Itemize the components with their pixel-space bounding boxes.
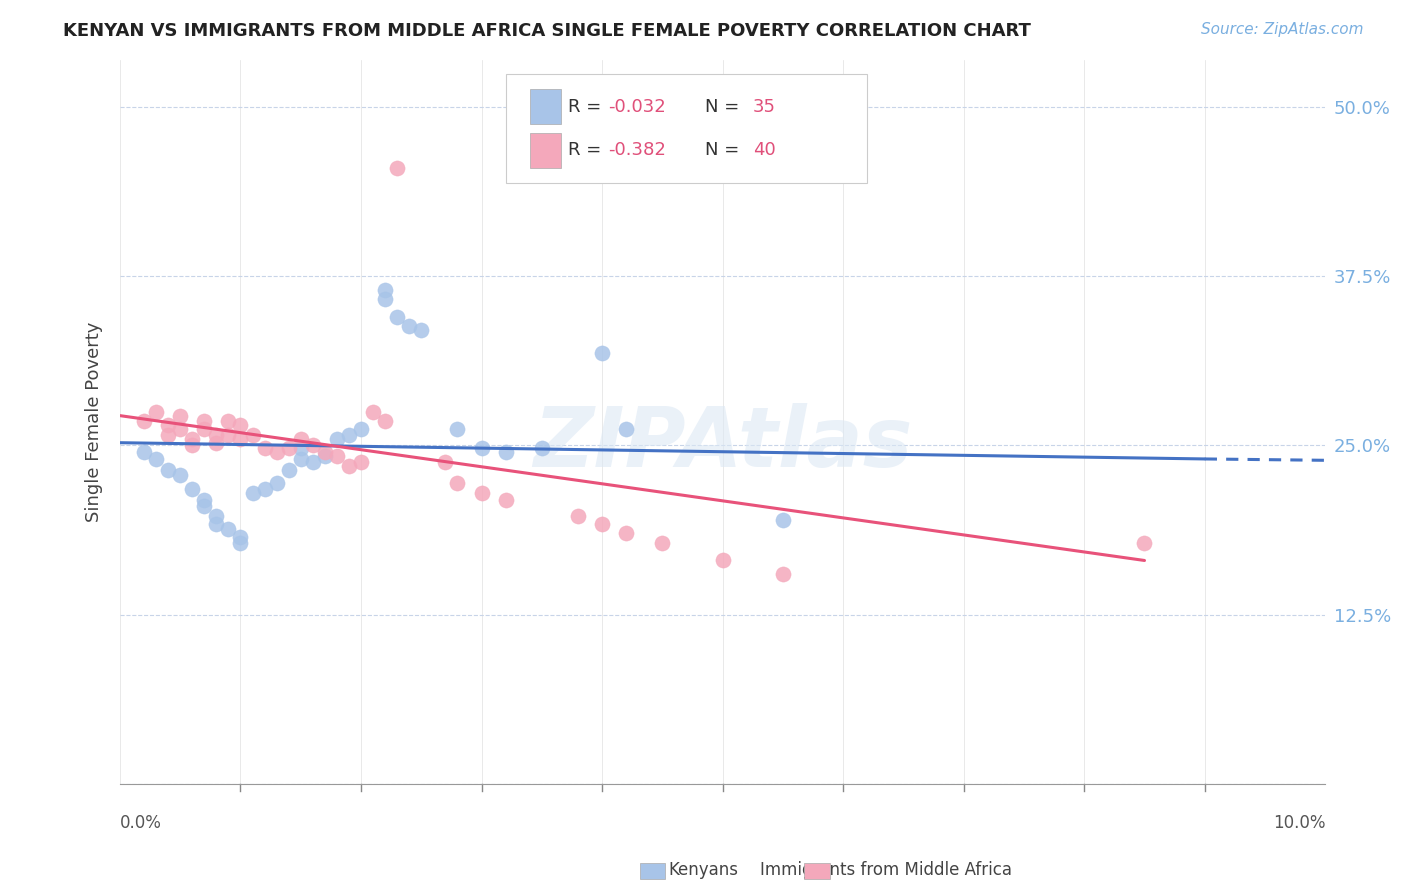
Point [471,441,494,455]
Point [217,427,239,442]
Point [157,418,180,433]
Point [169,468,191,483]
Point [290,452,312,467]
Point [385,161,408,175]
Point [337,427,360,442]
Point [301,455,323,469]
Point [398,319,420,334]
Point [205,508,228,523]
Point [374,414,396,428]
Point [132,445,155,459]
Point [614,422,637,436]
Point [229,432,252,446]
Text: 0.0%: 0.0% [120,814,162,832]
Point [374,283,396,297]
Point [314,445,336,459]
Text: Immigrants from Middle Africa: Immigrants from Middle Africa [759,861,1012,879]
Point [181,438,204,452]
Point [229,536,252,550]
Point [217,522,239,536]
Point [471,485,494,500]
Point [169,409,191,423]
Point [434,455,457,469]
Point [651,536,673,550]
Text: R =: R = [568,141,607,159]
Point [326,449,349,463]
Point [266,445,288,459]
Point [614,526,637,541]
Point [772,513,794,527]
Text: 35: 35 [752,98,776,116]
Point [591,346,613,360]
Point [217,414,239,428]
Point [411,323,433,337]
Point [361,404,384,418]
Point [385,310,408,324]
Point [242,485,264,500]
Text: ZIPAtlas: ZIPAtlas [533,403,912,484]
Point [530,441,553,455]
Point [567,508,589,523]
Point [495,492,517,507]
Point [229,531,252,545]
Text: N =: N = [704,141,745,159]
Point [290,432,312,446]
Text: 10.0%: 10.0% [1272,814,1326,832]
Point [290,441,312,455]
Text: KENYAN VS IMMIGRANTS FROM MIDDLE AFRICA SINGLE FEMALE POVERTY CORRELATION CHART: KENYAN VS IMMIGRANTS FROM MIDDLE AFRICA … [63,22,1031,40]
Point [229,418,252,433]
FancyBboxPatch shape [530,133,561,168]
Point [350,422,373,436]
Point [205,427,228,442]
Y-axis label: Single Female Poverty: Single Female Poverty [86,321,103,522]
Text: R =: R = [568,98,607,116]
Point [446,476,468,491]
Point [193,500,215,514]
Point [181,432,204,446]
Text: N =: N = [704,98,745,116]
Point [374,292,396,306]
Point [314,449,336,463]
FancyBboxPatch shape [506,74,868,183]
Point [772,567,794,582]
Point [326,432,349,446]
Point [181,482,204,496]
Point [157,463,180,477]
Text: Kenyans: Kenyans [668,861,738,879]
Point [1133,536,1156,550]
Point [193,422,215,436]
Point [157,427,180,442]
Text: -0.382: -0.382 [609,141,666,159]
Point [495,445,517,459]
Point [591,516,613,531]
Point [277,463,299,477]
Point [253,441,276,455]
Point [266,476,288,491]
Point [145,452,167,467]
FancyBboxPatch shape [530,89,561,124]
Point [350,455,373,469]
Point [132,414,155,428]
Point [301,438,323,452]
Point [446,422,468,436]
Point [337,458,360,473]
Text: 40: 40 [752,141,776,159]
Text: -0.032: -0.032 [609,98,666,116]
Point [277,441,299,455]
Point [253,482,276,496]
Point [169,422,191,436]
Point [193,414,215,428]
Point [193,492,215,507]
Point [145,404,167,418]
Point [711,553,734,567]
Point [242,427,264,442]
Text: Source: ZipAtlas.com: Source: ZipAtlas.com [1201,22,1364,37]
Point [205,435,228,450]
Point [205,516,228,531]
